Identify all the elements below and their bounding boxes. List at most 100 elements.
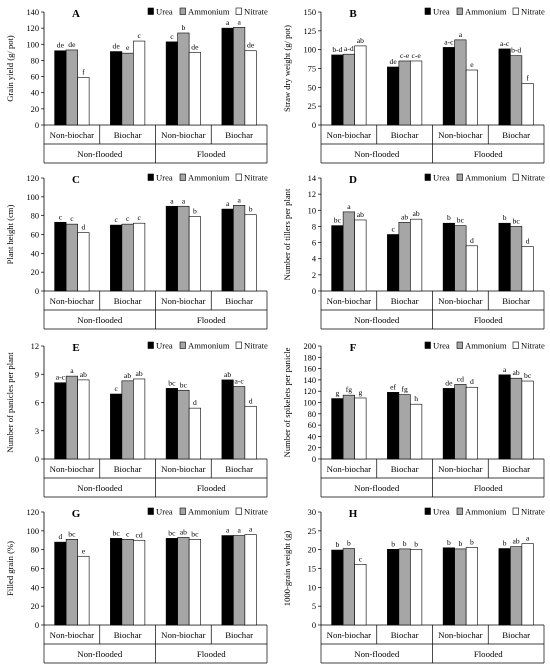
y-tick-label: 140 [303,376,316,385]
y-tick-label: 60 [31,73,39,82]
bar-ammonium [398,394,411,460]
panel-letter: F [350,342,357,354]
significance-label: de [191,42,199,51]
x-tick-label: Biochar [502,630,530,640]
significance-label: c [137,31,141,40]
legend-entry: Urea [156,341,173,351]
bar-nitrate [188,52,201,126]
bar-nitrate [77,555,90,626]
chart-panel-b: B Urea Ammonium Nitrate 0 25 50 75 100 125 150 Stra… [282,7,545,164]
legend-swatch [512,7,519,15]
bar-ammonium [177,389,190,460]
legend-entry: Nitrate [244,341,268,351]
legend-swatch [179,341,186,349]
x-tick-label: Biochar [114,296,142,306]
significance-label: c [114,384,118,393]
bar-ammonium [342,211,355,292]
significance-label: a [170,196,174,205]
legend: Urea Ammonium Nitrate [147,507,268,517]
x-tick-label: Non-biochar [438,296,483,306]
y-tick-label: 8 [312,222,316,231]
significance-label: b [391,539,395,548]
bar-urea [498,374,511,460]
x-tick-label: Non-biochar [50,296,95,306]
bar-urea [110,51,123,126]
x-group-label: Flooded [474,483,503,493]
bar-ammonium [510,55,523,126]
x-tick-label: Biochar [502,464,530,474]
x-tick-label: Non-biochar [438,630,483,640]
bar-urea [110,393,123,460]
y-tick-label: 40 [31,89,39,98]
y-tick-label: 40 [308,432,316,441]
significance-label: b [503,213,507,222]
significance-label: a [347,202,351,211]
x-tick-label: Biochar [391,630,419,640]
legend-swatch [147,7,154,15]
legend-swatch [235,507,242,515]
y-tick-label: 120 [26,508,39,517]
legend-entry: Ammonium [188,173,230,183]
significance-label: b [335,540,339,549]
x-tick-label: Non-biochar [438,130,483,140]
significance-label: b [447,538,451,547]
significance-label: d [470,377,474,386]
significance-label: ab [401,212,408,221]
bar-urea [54,50,67,126]
y-tick-label: 120 [303,387,316,396]
bar-ammonium [65,49,78,126]
bar-urea [442,388,455,460]
bar-ammonium [342,394,355,460]
chart-panel-f: F Urea Ammonium Nitrate 0 20 40 60 80 100 120 140 16… [282,341,545,498]
y-tick-label: 80 [31,56,39,65]
y-tick-label: 9 [35,370,39,379]
bar-urea [165,388,178,460]
significance-label: d [526,237,530,246]
x-tick-label: Non-biochar [50,130,95,140]
legend-entry: Urea [156,7,173,17]
significance-label: bc [513,216,521,225]
legend-entry: Urea [156,173,173,183]
panel-letter: D [349,174,357,186]
significance-label: a-c [234,376,244,385]
bar-ammonium [121,380,134,460]
significance-label: e [126,43,130,52]
significance-label: a [226,18,230,27]
bar-urea [221,208,234,292]
y-tick-label: 20 [308,546,316,555]
panel-letter: H [349,508,358,520]
y-tick-label: 50 [308,83,316,92]
significance-label: b [193,207,197,216]
significance-label: d [249,396,253,405]
bar-urea [498,48,511,126]
legend: Urea Ammonium Nitrate [424,173,545,183]
significance-label: a [503,365,507,374]
bar-ammonium [65,375,78,460]
bar-nitrate [521,380,534,460]
legend-entry: Urea [433,173,450,183]
bar-urea [331,549,344,626]
bar-nitrate [244,50,257,126]
bar-nitrate [410,218,423,292]
y-tick-label: 12 [308,190,316,199]
legend: Urea Ammonium Nitrate [147,173,268,183]
x-tick-label: Non-biochar [327,630,372,640]
y-tick-label: 6 [312,239,316,248]
significance-label: cd [457,374,464,383]
x-group-label: Flooded [474,149,503,159]
significance-label: de [390,57,398,66]
legend-swatch [235,173,242,181]
significance-label: bc [68,529,76,538]
chart-panel-c: C Urea Ammonium Nitrate 0 20 40 60 80 100 120 Plant… [5,173,268,330]
legend-entry: Ammonium [188,507,230,517]
bar-ammonium [342,548,355,626]
y-axis-label: Filled grain (%) [5,541,15,596]
legend-swatch [456,173,463,181]
y-tick-label: 60 [31,565,39,574]
x-tick-label: Biochar [391,296,419,306]
y-tick-label: 4 [312,255,317,264]
bar-nitrate [410,60,423,126]
x-tick-label: Biochar [391,464,419,474]
y-tick-label: 140 [26,8,39,17]
bar-nitrate [354,564,367,626]
